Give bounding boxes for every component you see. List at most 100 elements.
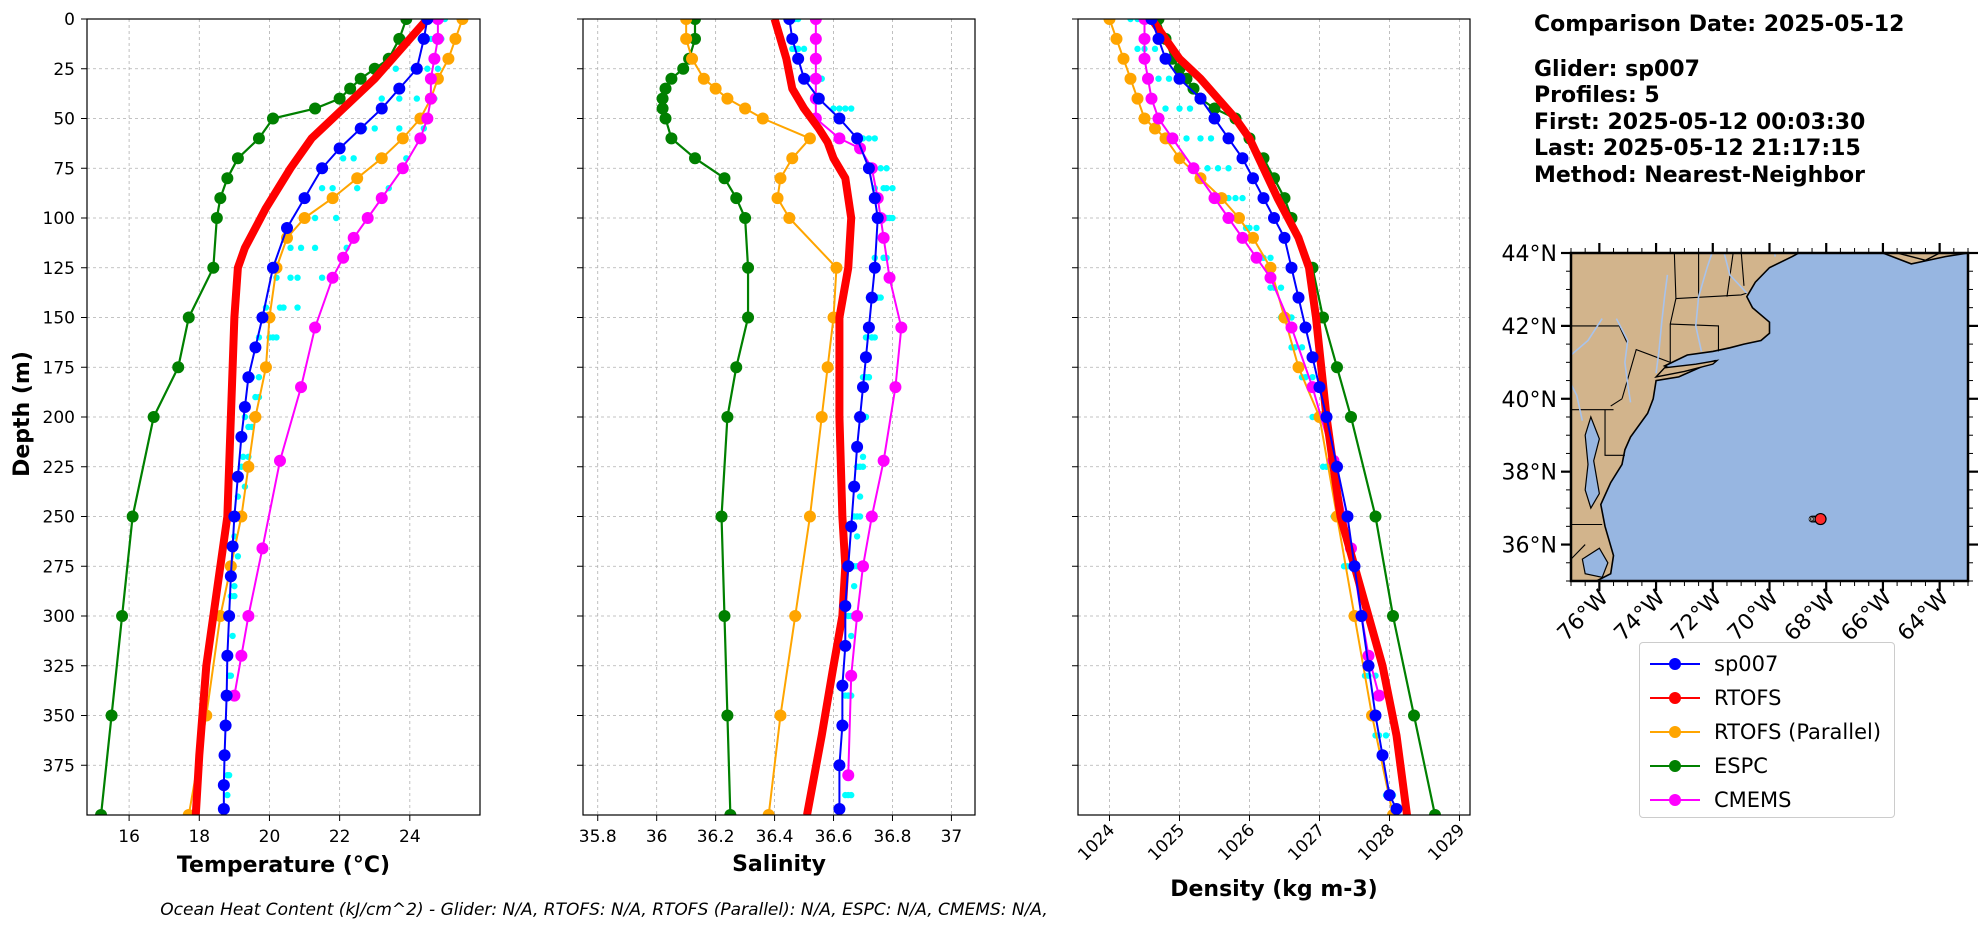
cmems-point [1208,192,1221,205]
glider-profile-point [1176,105,1183,112]
cmems-point [1142,72,1154,85]
glider-profile-point [1309,374,1316,381]
rtofs-parallel--point [721,92,734,105]
espc-point [1369,510,1382,523]
espc-point [730,361,743,374]
rtofs-parallel--point [259,361,272,374]
legend-item-sp007: sp007 [1650,647,1778,681]
espc-point [1345,411,1357,423]
rtofs-parallel--point [783,212,796,224]
sp007-point [298,192,311,205]
glider-profile-point [252,393,259,401]
glider-profile-point [848,632,855,640]
sp007-point [848,480,861,493]
sp007-point [1268,212,1280,224]
espc-point [1387,610,1399,622]
cmems-point [833,132,846,145]
espc-point [252,132,265,145]
bay [1584,415,1600,510]
glider-profile-point [842,105,849,112]
sp007-point [857,381,869,394]
cmems-point [1236,231,1249,244]
glider-profile-point [836,105,843,112]
rtofs-parallel--point [375,152,388,165]
rtofs-parallel--point [1173,152,1186,165]
sp007-point [1341,510,1354,523]
glider-profile-point [850,582,858,590]
glider-profile-point [1253,224,1260,232]
cmems-point [889,381,902,394]
x-axis-label: Density (kg m-3) [1170,877,1378,902]
rtofs-parallel--point [1138,112,1151,125]
lon-tick-label: 64°W [1893,585,1954,646]
glider-profile-point [239,453,247,460]
x-tick-label: 37 [941,827,963,847]
rtofs-parallel--point [456,19,469,25]
sp007-point [224,570,237,583]
sp007-point [833,759,846,772]
lon-tick-label: 72°W [1666,585,1727,646]
espc-point [656,102,669,115]
state-border [1726,253,1734,297]
rtofs-parallel--point [326,192,339,205]
espc-point [1408,709,1420,722]
state-border [1669,253,1677,363]
temperature-panel: 16 18 20 22 24 0 25 50 75 100 125 150 175 200 225 250 27… [43,10,481,878]
sp007-point [375,102,388,115]
sp007-point [1194,92,1207,105]
glider-profile-point [332,214,340,222]
cmems-point [877,454,890,467]
y-tick-label: 175 [43,358,75,378]
river [1723,253,1748,294]
glider-profile-point [1197,135,1204,142]
rtofs-parallel--point [1292,361,1305,374]
cmems-point [1138,32,1151,45]
cmems-point [842,769,855,782]
glider-profile-point [1319,463,1327,470]
sp007-point [219,719,232,732]
rtofs-parallel--point [1117,52,1130,65]
glider-profile-point [231,582,238,590]
glider-profile-point [1267,254,1274,261]
cmems-point [895,321,908,334]
sp007-point [393,82,406,95]
x-tick-label: 20 [259,827,281,847]
method: Method: Nearest-Neighbor [1534,162,1865,188]
x-tick-label: 35.8 [579,827,617,847]
glider-profile-point [877,165,884,172]
espc-point [116,610,129,622]
espc-point [1208,102,1221,115]
lon-tick-label: 66°W [1837,585,1898,646]
espc-point [665,132,678,145]
river [1571,383,1584,421]
salinity-panel: 35.8 36 36.2 36.4 36.6 36.8 37 Salinity [577,18,976,877]
espc-point [126,510,139,523]
glider-profile-point [1232,194,1239,202]
rtofs-parallel--point [789,610,802,622]
cmems-point [431,32,444,45]
glider-profile-point [886,214,893,222]
glider-profile-point [1186,105,1194,112]
cmems-point [877,231,890,244]
sp007-point [1355,610,1368,622]
cmems-point [242,610,255,622]
glider-profile-point [229,632,236,640]
espc-point [689,32,701,45]
y-tick-label: 325 [43,657,75,677]
series-group [95,19,469,815]
espc-point [210,212,223,224]
cmems-point [235,649,248,662]
rtofs-parallel--point [1131,92,1144,105]
sp007-point [833,803,846,815]
glider-profile-point [280,304,287,311]
sp007-point [1145,19,1158,25]
glider-profile-point [1239,194,1246,202]
glider-profile-point [396,125,403,132]
glider-profile-point [311,214,319,222]
glider-profile-point [880,254,887,261]
glider-profile-point [1183,135,1190,142]
state-border [1740,253,1745,286]
sp007-point [1208,112,1221,125]
glider-profile-point [396,95,403,102]
x-tick-label: 36.6 [815,827,853,847]
